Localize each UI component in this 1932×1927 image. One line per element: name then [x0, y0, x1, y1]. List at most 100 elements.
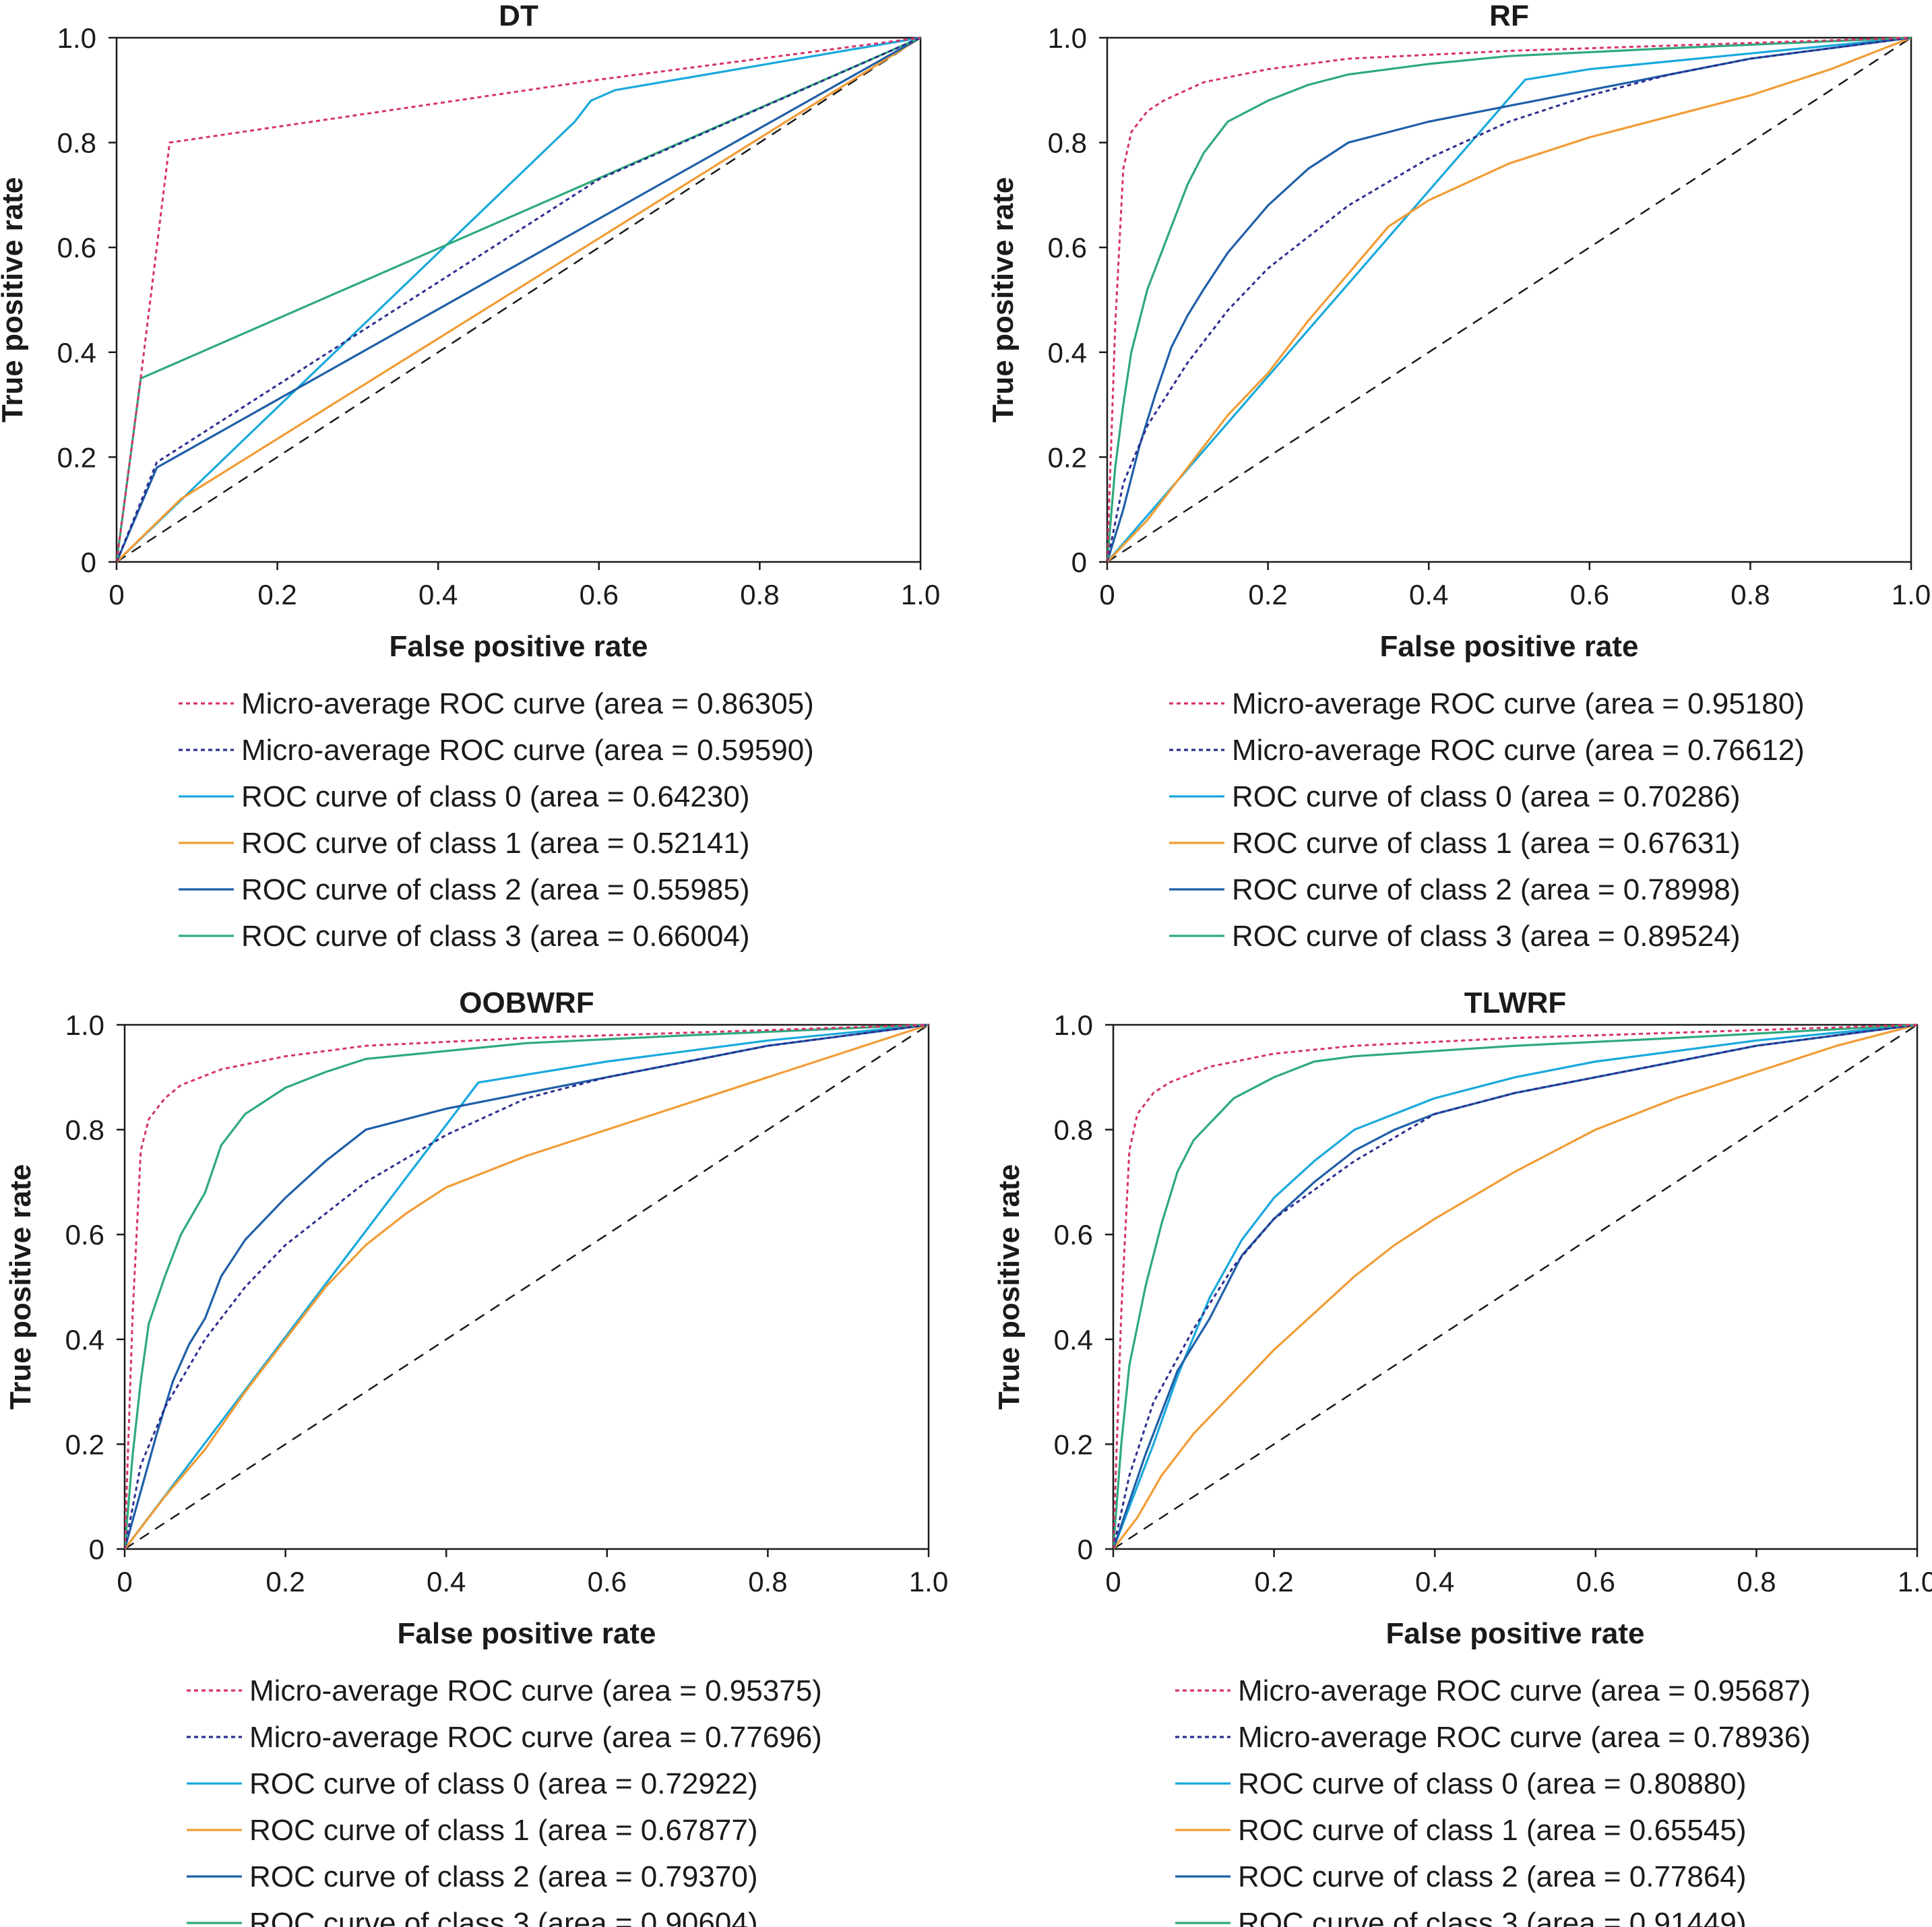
- y-tick-label: 0: [89, 1534, 104, 1565]
- y-tick-label: 0.8: [65, 1114, 104, 1146]
- chance-diagonal-line: [124, 1023, 929, 1550]
- y-axis-label: True positive rate: [993, 1164, 1026, 1410]
- series-line-roc-curve-of-class-1-3: [1107, 36, 1912, 563]
- series-line-roc-curve-of-class-1-3: [117, 36, 921, 563]
- chart-title: DT: [499, 0, 538, 32]
- legend-entry-label: ROC curve of class 3 (area = 0.91449): [1238, 1907, 1746, 1927]
- legend-entry-label: ROC curve of class 1 (area = 0.52141): [241, 827, 749, 860]
- x-tick-label: 0: [1105, 1566, 1121, 1598]
- y-tick-label: 1.0: [65, 1009, 104, 1041]
- legend-entry-label: ROC curve of class 2 (area = 0.77864): [1238, 1860, 1746, 1893]
- series-line-micro-average-roc-curve-0: [117, 36, 921, 563]
- legend-entry-label: ROC curve of class 0 (area = 0.70286): [1232, 780, 1740, 813]
- x-tick-label: 0.6: [588, 1566, 627, 1598]
- series-line-roc-curve-of-class-1-3: [125, 1023, 929, 1550]
- legend-entry-label: Micro-average ROC curve (area = 0.59590): [241, 734, 814, 767]
- roc-panel-rf: RF 0 0.2 0.4 0.6 0.8 1.0 0 0.2 0.4 0.6 0.8 1.0 False …: [987, 0, 1931, 953]
- y-axis-label: True positive rate: [987, 177, 1020, 422]
- x-tick-label: 0: [108, 579, 124, 610]
- plot-frame: [1106, 36, 1912, 563]
- x-tick-label: 0.8: [1737, 1566, 1776, 1598]
- x-tick-label: 0.8: [1731, 579, 1770, 610]
- x-tick-label: 1.0: [1892, 579, 1931, 610]
- legend-entry-label: ROC curve of class 0 (area = 0.64230): [241, 780, 749, 813]
- x-tick-label: 1.0: [1898, 1566, 1932, 1598]
- y-tick-label: 0.4: [65, 1324, 104, 1356]
- series-line-roc-curve-of-class-0-2: [1107, 36, 1912, 563]
- x-tick-label: 0.6: [580, 579, 619, 610]
- legend-entry-label: ROC curve of class 0 (area = 0.80880): [1238, 1767, 1746, 1800]
- y-tick-label: 0.2: [1054, 1428, 1093, 1460]
- series-line-micro-average-roc-curve-0: [1113, 1023, 1918, 1550]
- y-tick-label: 0: [1071, 546, 1087, 578]
- legend-entry-label: ROC curve of class 2 (area = 0.78998): [1232, 873, 1740, 906]
- y-tick-label: 0.8: [57, 127, 96, 159]
- legend-entry-label: ROC curve of class 2 (area = 0.79370): [249, 1860, 757, 1893]
- legend-entry-label: Micro-average ROC curve (area = 0.77696): [249, 1721, 822, 1754]
- x-tick-label: 0: [117, 1566, 132, 1598]
- chance-diagonal-line: [116, 36, 921, 563]
- y-tick-label: 1.0: [1054, 1009, 1093, 1041]
- legend-entry-label: Micro-average ROC curve (area = 0.86305): [241, 687, 814, 720]
- x-tick-label: 0.2: [1254, 1566, 1293, 1598]
- legend-entry-label: Micro-average ROC curve (area = 0.95375): [249, 1674, 822, 1707]
- legend-entry-label: Micro-average ROC curve (area = 0.95180): [1232, 687, 1805, 720]
- x-tick-label: 0.4: [427, 1566, 466, 1598]
- plot-frame: [115, 36, 922, 563]
- series-line-roc-curve-of-class-0-2: [125, 1023, 929, 1550]
- series-line-roc-curve-of-class-0-2: [117, 36, 921, 563]
- x-tick-label: 0.2: [1248, 579, 1287, 610]
- series-line-micro-average-roc-curve-0: [125, 1023, 929, 1550]
- series-line-roc-curve-of-class-2-4: [1107, 36, 1912, 563]
- x-axis-label: False positive rate: [389, 630, 648, 663]
- y-tick-label: 0.2: [57, 441, 96, 473]
- roc-panel-dt: DT 0 0.2 0.4 0.6 0.8 1.0 0 0.2 0.4 0.6 0.8 1.0 False …: [0, 0, 940, 953]
- y-tick-label: 0.4: [57, 337, 96, 369]
- series-line-roc-curve-of-class-0-2: [1113, 1023, 1918, 1550]
- series-line-roc-curve-of-class-3-5: [125, 1023, 929, 1550]
- x-tick-label: 0.2: [266, 1566, 305, 1598]
- x-axis-label: False positive rate: [1386, 1617, 1645, 1650]
- roc-panel-oobwrf: OOBWRF 0 0.2 0.4 0.6 0.8 1.0 0 0.2 0.4 0.6 0.8 1.0 Fa…: [4, 986, 948, 1927]
- plot-frame: [1112, 1023, 1919, 1550]
- series-line-roc-curve-of-class-2-4: [117, 36, 921, 563]
- y-tick-label: 0.2: [65, 1428, 104, 1460]
- y-tick-label: 0.4: [1048, 337, 1087, 369]
- chart-title: RF: [1489, 0, 1529, 32]
- legend-entry-label: ROC curve of class 1 (area = 0.67631): [1232, 827, 1740, 860]
- x-tick-label: 0.8: [740, 579, 779, 610]
- series-line-roc-curve-of-class-1-3: [1113, 1023, 1918, 1550]
- legend-entry-label: ROC curve of class 1 (area = 0.65545): [1238, 1814, 1746, 1847]
- plot-frame: [123, 1023, 930, 1550]
- legend-entry-label: Micro-average ROC curve (area = 0.76612): [1232, 734, 1805, 767]
- series-line-micro-average-roc-curve-0: [1107, 36, 1912, 563]
- series-line-roc-curve-of-class-2-4: [1113, 1023, 1918, 1550]
- roc-panel-tlwrf: TLWRF 0 0.2 0.4 0.6 0.8 1.0 0 0.2 0.4 0.6 0.8 1.0 Fal…: [993, 986, 1932, 1927]
- chance-diagonal-line: [1107, 36, 1912, 563]
- y-tick-label: 1.0: [57, 22, 96, 54]
- y-tick-label: 0.8: [1054, 1114, 1093, 1146]
- y-tick-label: 0.8: [1048, 127, 1087, 159]
- chart-title: TLWRF: [1464, 986, 1567, 1019]
- series-line-micro-average-roc-curve-1: [125, 1023, 929, 1550]
- x-tick-label: 0.6: [1570, 579, 1609, 610]
- series-group: [1107, 36, 1912, 563]
- series-line-roc-curve-of-class-3-5: [1113, 1023, 1918, 1550]
- x-tick-label: 0.4: [1409, 579, 1448, 610]
- legend-entry-label: ROC curve of class 0 (area = 0.72922): [249, 1767, 757, 1800]
- y-tick-label: 0.6: [1048, 232, 1087, 263]
- chart-title: OOBWRF: [459, 986, 594, 1019]
- series-group: [117, 36, 921, 563]
- x-tick-label: 0.2: [257, 579, 297, 610]
- y-tick-label: 0.4: [1054, 1324, 1093, 1356]
- y-axis-label: True positive rate: [0, 177, 29, 422]
- y-tick-label: 0.6: [57, 232, 96, 263]
- legend-entry-label: ROC curve of class 3 (area = 0.89524): [1232, 920, 1740, 953]
- y-tick-label: 0.6: [65, 1219, 104, 1251]
- legend-entry-label: ROC curve of class 3 (area = 0.90604): [249, 1907, 757, 1927]
- x-tick-label: 1.0: [901, 579, 940, 610]
- legend-entry-label: ROC curve of class 3 (area = 0.66004): [241, 920, 749, 953]
- series-line-micro-average-roc-curve-1: [1113, 1023, 1918, 1550]
- legend-entry-label: ROC curve of class 1 (area = 0.67877): [249, 1814, 757, 1847]
